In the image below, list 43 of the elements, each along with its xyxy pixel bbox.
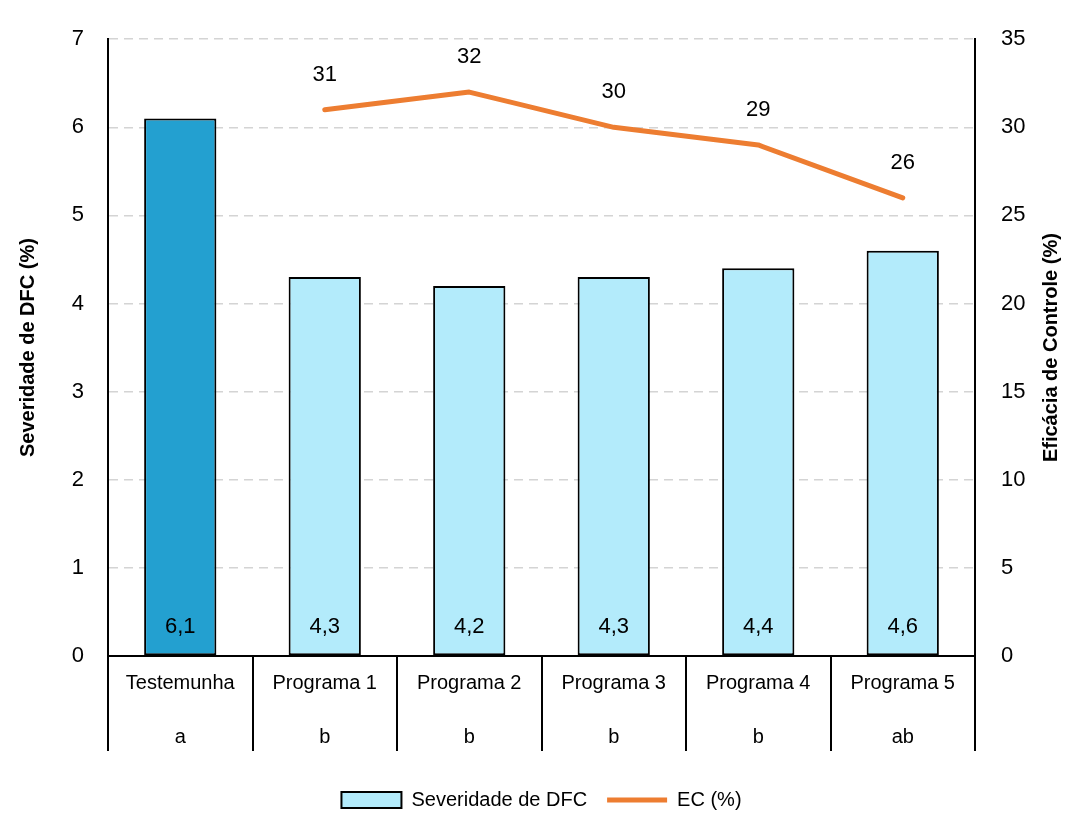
data-label: 32	[457, 43, 482, 69]
y2-tick-label: 25	[1001, 201, 1026, 227]
y-axis-title: Severidade de DFC (%)	[15, 238, 38, 458]
y2-tick-label: 5	[1001, 553, 1014, 579]
y2-axis-title: Eficácia de Controle (%)	[1038, 233, 1061, 463]
x-tick-label: Programa 2	[417, 670, 522, 693]
text: b	[752, 724, 764, 747]
data-label: 29	[746, 96, 771, 121]
x-tick-label: Programa 5	[850, 670, 955, 693]
legend-label: EC (%)	[677, 787, 742, 810]
y2-tick-label: 0	[1001, 642, 1014, 668]
y2-tick-label: 15	[1001, 377, 1026, 403]
data-label: 30	[601, 78, 626, 104]
text: ab	[891, 724, 914, 747]
y2-tick-label: 35	[1001, 25, 1026, 51]
text: b	[463, 724, 475, 747]
data-label: 31	[312, 60, 337, 86]
legend-label: Severidade de DFC	[411, 787, 588, 810]
data-label: 4,3	[309, 613, 341, 639]
y-tick-label: 1	[71, 553, 84, 579]
data-label: 26	[890, 148, 915, 174]
data-label: 4,4	[742, 613, 774, 639]
text: a	[174, 724, 187, 747]
y2-tick-label: 20	[1001, 289, 1026, 315]
x-tick-label: Testemunha	[125, 670, 236, 693]
y-tick-label: 7	[71, 25, 84, 51]
x-tick-label: Programa 3	[561, 670, 666, 693]
y2-tick-label: 30	[1001, 113, 1026, 139]
data-label: 4,2	[453, 613, 485, 639]
y-tick-label: 5	[71, 201, 84, 227]
x-tick-label: Programa 1	[272, 670, 377, 693]
y-tick-label: 2	[71, 465, 84, 491]
data-label: 4,3	[598, 613, 630, 639]
text: b	[608, 724, 620, 747]
y-tick-label: 4	[71, 289, 84, 315]
y-tick-label: 6	[71, 113, 84, 139]
y-tick-label: 3	[71, 377, 84, 403]
y-tick-label: 0	[71, 642, 84, 668]
text: b	[319, 724, 331, 747]
x-tick-label: Programa 4	[706, 670, 811, 693]
data-label: 6,1	[164, 613, 196, 639]
y2-tick-label: 10	[1001, 465, 1026, 491]
data-label: 4,6	[887, 613, 919, 639]
